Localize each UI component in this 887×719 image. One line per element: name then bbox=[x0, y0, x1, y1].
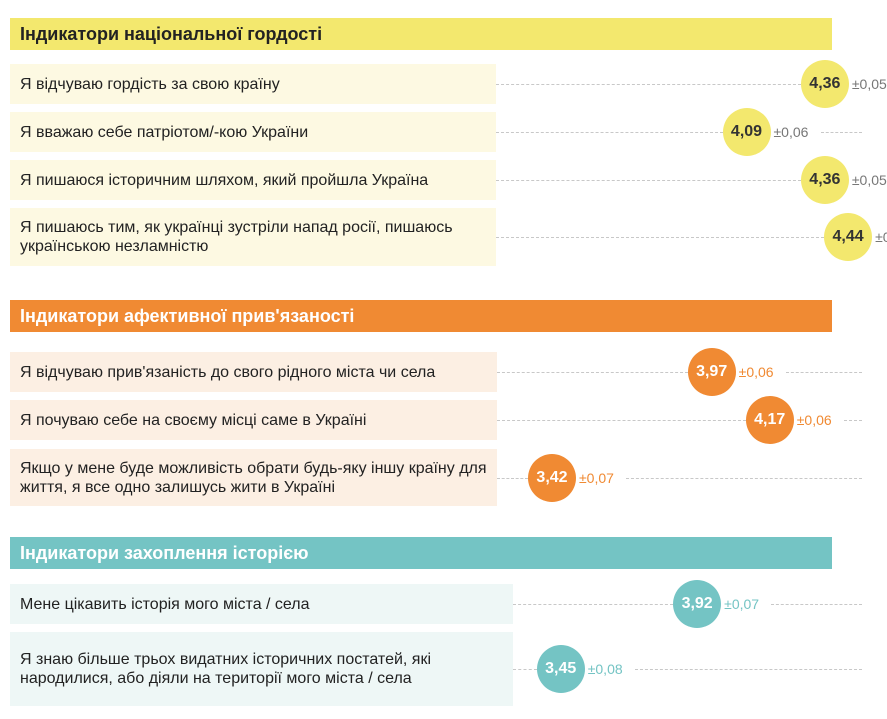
value-circle: 4,36 bbox=[800, 156, 849, 204]
guide-line bbox=[496, 84, 801, 85]
error-label: ±0,08 bbox=[587, 661, 623, 677]
error-label: ±0,07 bbox=[724, 596, 760, 612]
guide-line bbox=[496, 237, 825, 238]
value-circle: 3,97 bbox=[687, 348, 736, 396]
guide-line bbox=[843, 420, 862, 421]
guide-line bbox=[634, 669, 862, 670]
value-circle: 3,45 bbox=[536, 645, 585, 693]
guide-line bbox=[820, 132, 862, 133]
guide-line bbox=[513, 604, 674, 605]
guide-line bbox=[497, 420, 746, 421]
value-circle: 3,42 bbox=[528, 453, 576, 502]
value-circle: 4,44 bbox=[824, 213, 873, 261]
value-circle: 4,17 bbox=[745, 396, 794, 444]
value-circle: 3,92 bbox=[673, 580, 722, 628]
guide-line bbox=[496, 132, 723, 133]
row-label: Я відчуваю гордість за свою країну bbox=[10, 64, 496, 104]
guide-line bbox=[626, 478, 862, 479]
row-label: Якщо у мене буде можливість обрати будь-… bbox=[10, 449, 497, 506]
row-label: Я почуваю себе на своєму місці саме в Ук… bbox=[10, 400, 497, 440]
section-header: Індикатори національної гордості bbox=[10, 18, 832, 50]
row-label: Я пишаюся історичним шляхом, який пройшл… bbox=[10, 160, 496, 200]
value-circle: 4,36 bbox=[800, 60, 849, 108]
value-circle: 4,09 bbox=[722, 108, 771, 156]
error-label: ±0,06 bbox=[773, 124, 809, 140]
error-label: ±0,05 bbox=[875, 229, 887, 245]
row-label: Я знаю більше трьох видатних історичних … bbox=[10, 632, 513, 706]
section-header: Індикатори захоплення історією bbox=[10, 537, 832, 569]
section-header: Індикатори афективної прив'язаності bbox=[10, 300, 832, 332]
guide-line bbox=[771, 604, 862, 605]
row-label: Я відчуваю прив'язаність до свого рідног… bbox=[10, 352, 497, 392]
row-label: Мене цікавить історія мого міста / села bbox=[10, 584, 513, 624]
error-label: ±0,07 bbox=[579, 469, 614, 486]
guide-line bbox=[513, 669, 537, 670]
error-label: ±0,06 bbox=[796, 412, 832, 428]
error-label: ±0,05 bbox=[851, 172, 887, 188]
guide-line bbox=[497, 478, 528, 479]
guide-line bbox=[785, 372, 862, 373]
error-label: ±0,05 bbox=[851, 76, 887, 92]
guide-line bbox=[497, 372, 688, 373]
guide-line bbox=[496, 180, 801, 181]
row-label: Я пишаюсь тим, як українці зустріли напа… bbox=[10, 208, 496, 266]
row-label: Я вважаю себе патріотом/-кою України bbox=[10, 112, 496, 152]
error-label: ±0,06 bbox=[738, 364, 774, 380]
